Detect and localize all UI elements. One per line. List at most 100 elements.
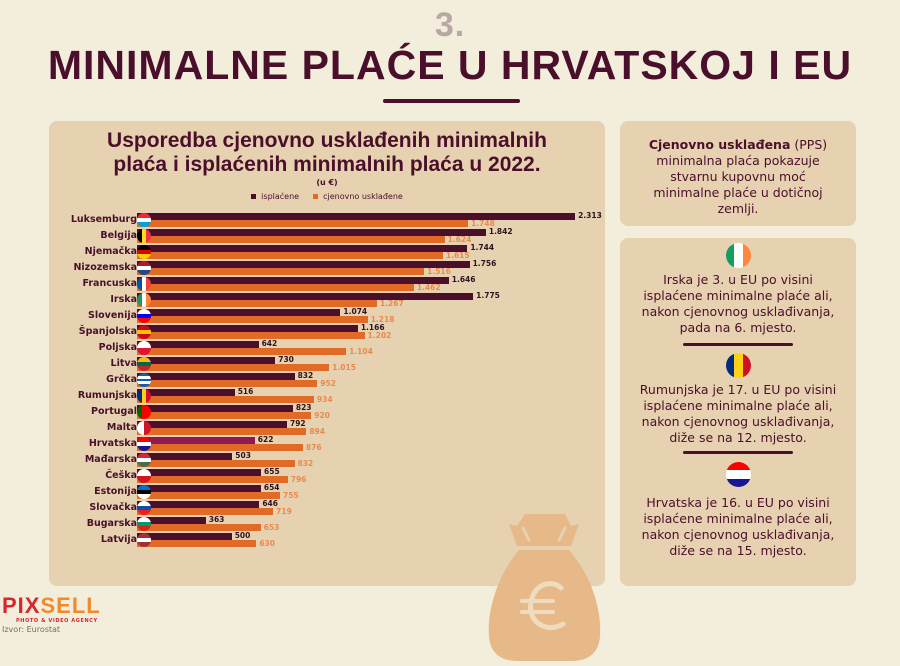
value-pps: 876	[305, 443, 322, 452]
country-label: Belgija	[100, 230, 137, 241]
country-flag-icon	[137, 229, 151, 243]
bar-paid	[137, 293, 474, 300]
bar-paid	[137, 533, 232, 540]
bar-paid	[137, 421, 287, 428]
country-label: Slovačka	[89, 502, 137, 513]
country-label: Nizozemska	[73, 262, 137, 273]
chart-row: Estonija 654 755	[49, 484, 605, 500]
pixsell-logo: PIXSELL	[2, 595, 101, 617]
country-label: Grčka	[106, 374, 137, 385]
country-flag-icon	[137, 485, 151, 499]
fact-romania-line-4: diže se na 12. mjesto.	[669, 430, 807, 445]
logo-part-2: SELL	[40, 593, 101, 618]
value-paid: 1.775	[476, 291, 500, 300]
bar-paid	[137, 453, 233, 460]
value-pps: 719	[276, 507, 292, 516]
bar-pps	[137, 268, 425, 275]
bar-pps	[137, 316, 368, 323]
bar-paid	[137, 501, 260, 508]
bar-paid	[137, 437, 255, 444]
country-label: Češka	[105, 470, 137, 481]
page-title: MINIMALNE PLAĆE U HRVATSKOJ I EU	[47, 42, 853, 88]
logo-subtitle: PHOTO & VIDEO AGENCY	[16, 618, 98, 624]
chart-row: Mađarska 503 832	[49, 452, 605, 468]
value-paid: 500	[234, 531, 251, 540]
value-pps: 894	[309, 427, 325, 436]
country-flag-icon	[137, 293, 151, 307]
bar-pps	[137, 380, 318, 387]
bar-paid	[137, 325, 358, 332]
country-label: Slovenija	[88, 310, 137, 321]
pps-info-text: Cjenovno usklađena (PPS) minimalna plaća…	[620, 137, 856, 217]
value-pps: 1.015	[332, 363, 356, 372]
fact-divider	[683, 343, 793, 346]
bar-paid	[137, 517, 206, 524]
country-label: Litva	[110, 358, 137, 369]
value-paid: 823	[295, 403, 312, 412]
pps-info-line-1: Cjenovno usklađena (PPS)	[620, 137, 856, 153]
chart-row: Grčka 832 952	[49, 372, 605, 388]
chart-row: Irska 1.775 1.267	[49, 292, 605, 308]
value-paid: 1.074	[343, 307, 368, 316]
country-flag-icon	[137, 325, 151, 339]
country-flag-icon	[137, 309, 151, 323]
bar-pps	[137, 236, 445, 243]
country-label: Njemačka	[84, 246, 137, 257]
legend-label-pps: cjenovno usklađene	[323, 192, 403, 201]
country-flag-icon	[137, 213, 151, 227]
country-flag-icon	[137, 405, 151, 419]
chart-legend: isplaćene cjenovno usklađene	[49, 192, 605, 201]
chart-title-line-2: plaća i isplaćenih minimalnih plaća u 20…	[113, 153, 541, 176]
country-flag-icon	[137, 245, 151, 259]
chart-row: Latvija 500 630	[49, 532, 605, 548]
chart-title-line-1: Usporedba cjenovno usklađenih minimalnih	[107, 129, 547, 152]
country-flag-icon	[137, 453, 151, 467]
value-pps: 1.516	[427, 267, 451, 276]
chart-row: Rumunjska 516 934	[49, 388, 605, 404]
chart-row: Portugal 823 920	[49, 404, 605, 420]
fact-croatia: Hrvatska je 16. u EU po visini isplaćene…	[620, 495, 856, 559]
chart-row: Bugarska 363 653	[49, 516, 605, 532]
country-label: Malta	[106, 422, 137, 433]
country-label: Francuska	[82, 278, 137, 289]
chart-row: Belgija 1.842 1.624	[49, 228, 605, 244]
country-flag-icon	[137, 517, 151, 531]
value-pps: 952	[320, 379, 336, 388]
value-paid: 1.744	[470, 243, 495, 252]
fact-romania-line-1: Rumunjska je 17. u EU po visini	[639, 382, 837, 397]
fact-croatia-line-4: diže se na 15. mjesto.	[669, 543, 807, 558]
fact-ireland: Irska je 3. u EU po visini isplaćene min…	[620, 272, 856, 336]
croatia-flag-icon	[726, 462, 751, 487]
section-number: 3.	[434, 6, 466, 44]
bar-pps	[137, 332, 365, 339]
bar-paid	[137, 213, 576, 220]
fact-ireland-line-3: nakon cjenovnog usklađivanja,	[641, 304, 835, 319]
country-flag-icon	[137, 357, 151, 371]
country-label: Hrvatska	[88, 438, 137, 449]
bar-pps	[137, 540, 257, 547]
value-pps: 832	[297, 459, 314, 468]
country-flag-icon	[137, 389, 151, 403]
country-label: Latvija	[100, 534, 137, 545]
chart-row: Češka 655 796	[49, 468, 605, 484]
chart-row: Litva 730 1.015	[49, 356, 605, 372]
bar-paid	[137, 357, 276, 364]
fact-romania: Rumunjska je 17. u EU po visini isplaćen…	[620, 382, 856, 446]
country-flag-icon	[137, 437, 151, 451]
value-paid: 655	[264, 467, 280, 476]
fact-croatia-line-3: nakon cjenovnog usklađivanja,	[641, 527, 835, 542]
bar-pps	[137, 364, 330, 371]
bar-paid	[137, 373, 295, 380]
bar-pps	[137, 476, 288, 483]
bar-pps	[137, 300, 377, 307]
bar-paid	[137, 485, 261, 492]
chart-row: Slovačka 646 719	[49, 500, 605, 516]
value-pps: 1.624	[447, 235, 472, 244]
chart-panel: Usporedba cjenovno usklađenih minimalnih…	[49, 121, 605, 661]
country-flag-icon	[137, 261, 151, 275]
country-flag-icon	[137, 533, 151, 547]
country-flag-icon	[137, 469, 151, 483]
ireland-flag-icon	[726, 243, 751, 268]
bar-paid	[137, 277, 449, 284]
bar-pps	[137, 460, 295, 467]
